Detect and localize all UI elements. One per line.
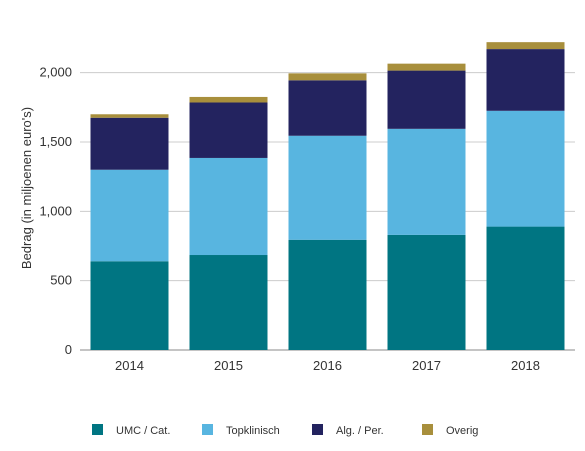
bar-segment: [189, 157, 268, 256]
legend: UMC / Cat. Topklinisch Alg. / Per. Overig: [92, 424, 478, 437]
bar-segment: [486, 49, 565, 111]
legend-swatch: [92, 424, 103, 435]
bar-segment: [189, 96, 268, 103]
x-tick-label: 2014: [115, 358, 144, 373]
legend-swatch: [422, 424, 433, 435]
bar-segment: [189, 102, 268, 158]
bar-segment: [387, 128, 466, 235]
legend-label: UMC / Cat.: [116, 425, 170, 437]
bar-segment: [189, 255, 268, 350]
legend-swatch: [312, 424, 323, 435]
legend-label: Alg. / Per.: [336, 425, 384, 437]
legend-label: Overig: [446, 425, 478, 437]
x-tick-label: 2015: [214, 358, 243, 373]
bar-segment: [486, 226, 565, 350]
y-axis-ticks: 0 500 1,000 1,500 2,000: [39, 65, 72, 357]
bar-segment: [288, 239, 367, 350]
y-tick-label: 2,000: [39, 65, 72, 80]
bar-segment: [288, 135, 367, 240]
x-tick-label: 2018: [511, 358, 540, 373]
bar-segment: [387, 63, 466, 71]
bar-segment: [486, 42, 565, 50]
y-tick-label: 0: [65, 342, 72, 357]
legend-label: Topklinisch: [226, 425, 280, 437]
bars: [90, 42, 565, 350]
bar-segment: [288, 73, 367, 81]
y-tick-label: 1,500: [39, 134, 72, 149]
bar-segment: [288, 80, 367, 136]
bar-segment: [90, 114, 169, 118]
x-axis-ticks: 2014 2015 2016 2017 2018: [115, 358, 540, 373]
y-tick-label: 1,000: [39, 203, 72, 218]
bar-segment: [486, 110, 565, 227]
bar-segment: [90, 261, 169, 350]
bar-segment: [90, 117, 169, 170]
y-axis-title: Bedrag (in miljoenen euro's): [19, 107, 34, 269]
bar-segment: [387, 234, 466, 350]
x-tick-label: 2016: [313, 358, 342, 373]
x-tick-label: 2017: [412, 358, 441, 373]
bar-segment: [90, 169, 169, 262]
legend-swatch: [202, 424, 213, 435]
y-tick-label: 500: [50, 273, 72, 288]
bar-segment: [387, 70, 466, 129]
